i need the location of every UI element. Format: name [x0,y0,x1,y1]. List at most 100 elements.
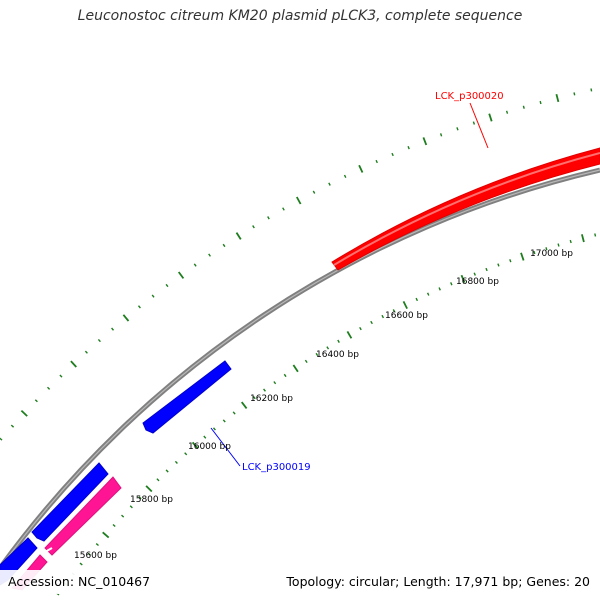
outer-track-minor-tick [46,386,51,390]
outer-track-major-tick [122,314,130,322]
inner-track-minor-tick [533,250,536,255]
inner-track-major-tick [240,401,248,409]
inner-track-minor-tick [415,297,419,302]
outer-track-major-tick [358,164,364,173]
inner-track-major-tick [581,234,585,243]
inner-track-minor-tick [165,469,169,473]
inner-track-minor-tick [252,395,256,400]
inner-track-minor-tick [121,514,125,518]
outer-minor-ticks [0,88,593,441]
gene-lck-p300019[interactable] [142,360,232,434]
outer-track-minor-tick [84,350,88,354]
inner-track-major-tick [402,300,408,310]
gene-label-lck-p300020: LCK_p300020 [435,91,504,102]
inner-track-minor-tick [509,259,512,263]
scale-label-16200: 16200 bp [250,394,293,404]
outer-track-minor-tick [456,127,459,131]
outer-track-minor-tick [151,294,155,298]
accession-label: Accession: NC_010467 [0,570,157,594]
inner-track-minor-tick [545,247,548,251]
outer-track-minor-tick [282,207,285,211]
inner-track-minor-tick [326,346,330,350]
outer-track-minor-tick [222,243,226,248]
gene-blue-3[interactable] [31,462,109,542]
inner-track-major-tick [460,274,466,283]
gene-lck-p300020[interactable] [331,147,600,271]
scale-label-16400: 16400 bp [316,350,359,360]
scale-label-16800: 16800 bp [456,277,499,287]
outer-track-minor-tick [573,92,576,96]
outer-track-major-tick [488,113,493,122]
inner-track-minor-tick [569,239,572,244]
map-title: Leuconostoc citreum KM20 plasmid pLCK3, … [77,8,523,24]
scale-label-16600: 16600 bp [385,311,428,321]
inner-track-minor-tick [79,562,83,566]
inner-track-major-tick [346,330,353,339]
inner-track-minor-tick [263,388,266,392]
inner-track-major-tick [292,364,299,373]
outer-track-minor-tick [208,253,211,257]
outer-track-major-tick [555,93,560,103]
inner-track-minor-tick [184,452,188,456]
inner-track-major-tick [102,531,110,539]
inner-track-minor-tick [95,543,99,547]
inner-track-major-tick [145,485,153,493]
outer-track-minor-tick [505,110,509,114]
gene-lck-p300020-highlight [333,152,600,266]
inner-track-minor-tick [450,282,453,286]
inner-track-major-tick [520,252,525,261]
inner-track-minor-tick [426,292,430,296]
inner-track-minor-tick [438,287,441,291]
inner-track-major-tick [191,441,199,449]
inner-track-minor-tick [232,411,236,415]
inner-track-minor-tick [174,460,178,464]
inner-track-minor-tick [87,552,91,556]
outer-track-minor-tick [539,100,542,105]
outer-track-minor-tick [590,88,593,92]
outer-track-minor-tick [97,338,101,343]
outer-track-minor-tick [472,121,476,125]
inner-track-minor-tick [485,267,488,272]
plasmid-backbone-highlight [0,169,600,569]
inner-track-minor-tick [112,523,116,528]
outer-track-minor-tick [439,133,443,137]
outer-track-minor-tick [193,263,197,267]
outer-track-minor-tick [522,105,525,109]
outer-track-minor-tick [59,374,63,378]
inner-track-minor-tick [304,359,308,363]
outer-track-minor-tick [267,216,270,220]
pink-gene-gap [44,547,53,553]
inner-track-minor-tick [381,314,385,319]
inner-track-minor-tick [473,272,476,276]
topology-summary: Topology: circular; Length: 17,971 bp; G… [286,574,590,589]
scale-label-17000: 17000 bp [530,249,573,259]
scale-label-16000: 16000 bp [188,442,231,452]
outer-track-minor-tick [391,152,394,157]
outer-track-minor-tick [328,182,331,186]
inner-track-minor-tick [212,427,216,431]
inner-track-minor-tick [594,233,597,237]
outer-track-minor-tick [375,159,378,164]
inner-track-minor-tick [557,243,560,247]
outer-track-minor-tick [10,424,15,428]
outer-track-major-tick [296,196,302,205]
inner-track-minor-tick [315,352,319,357]
outer-track-major-tick [20,409,28,417]
outer-track-minor-tick [165,283,169,288]
outer-track-major-tick [235,232,242,240]
scale-label-15600: 15600 bp [74,551,117,561]
outer-track-minor-tick [252,225,255,229]
outer-track-minor-tick [343,174,347,179]
inner-scale-ticks [56,233,597,596]
outer-track-minor-tick [407,146,410,150]
lck-p300020-leader [469,102,489,149]
inner-track-minor-tick [337,339,340,343]
outer-track-minor-tick [111,327,115,331]
lck-p300019-leader [210,427,241,467]
inner-track-minor-tick [203,435,207,439]
inner-track-minor-tick [222,419,226,423]
gene-pink-1[interactable] [44,476,122,556]
inner-track-minor-tick [359,326,362,331]
